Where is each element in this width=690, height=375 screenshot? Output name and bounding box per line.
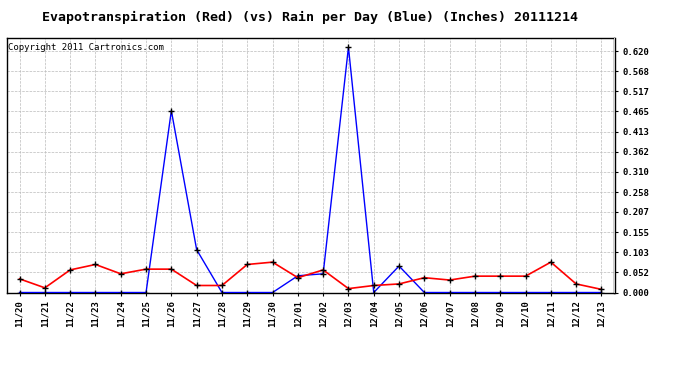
Text: Evapotranspiration (Red) (vs) Rain per Day (Blue) (Inches) 20111214: Evapotranspiration (Red) (vs) Rain per D… — [43, 11, 578, 24]
Text: Copyright 2011 Cartronics.com: Copyright 2011 Cartronics.com — [8, 43, 164, 52]
